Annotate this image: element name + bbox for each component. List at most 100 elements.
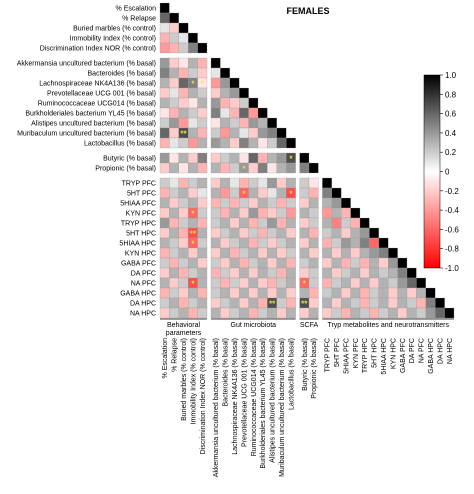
heatmap-cell (299, 152, 310, 164)
heatmap-cell (169, 227, 179, 239)
column-label: TRYP HPC (362, 338, 369, 373)
heatmap-cell (178, 257, 189, 269)
colorbar-tick-label: 1.0 (445, 71, 457, 80)
heatmap-cell (188, 307, 198, 319)
heatmap-cell (178, 287, 189, 299)
heatmap-cell (322, 297, 332, 309)
row-label: Burkholderiales bacterium YL45 (% basal) (25, 111, 156, 118)
heatmap-cell (406, 287, 417, 299)
heatmap-cell (257, 227, 268, 239)
heatmap-cell (406, 297, 417, 309)
heatmap-cell (308, 197, 319, 209)
significance-mark: * (289, 155, 293, 164)
heatmap-cell (169, 22, 179, 34)
heatmap-cell (397, 307, 408, 319)
significance-mark: ** (180, 130, 187, 139)
heatmap-cell (248, 137, 259, 149)
row-label: Akkermansia uncultured bacterium (% basa… (17, 61, 156, 68)
heatmap-cell (322, 277, 332, 289)
heatmap-cell (378, 277, 389, 289)
heatmap-cell (308, 247, 319, 259)
heatmap-cell (369, 297, 379, 309)
heatmap-cell (257, 162, 268, 174)
heatmap-cell (359, 247, 370, 259)
heatmap-cell (267, 307, 277, 319)
heatmap-cell (188, 257, 198, 269)
heatmap-cell (188, 177, 198, 189)
heatmap-cell (308, 177, 319, 189)
heatmap-cell (169, 67, 179, 79)
heatmap-cell (276, 187, 287, 199)
heatmap-cell (257, 287, 268, 299)
heatmap-cell (197, 247, 208, 259)
heatmap-cell (169, 177, 179, 189)
heatmap-cell (178, 77, 189, 89)
heatmap-cell (229, 217, 240, 229)
heatmap-cell (159, 57, 170, 69)
heatmap-cell (197, 217, 208, 229)
heatmap-cell (267, 127, 277, 139)
significance-mark: ** (190, 230, 197, 239)
heatmap-cell (188, 67, 198, 79)
heatmap-cell (220, 267, 230, 279)
heatmap-cell (229, 107, 240, 119)
heatmap-cell (159, 237, 170, 249)
heatmap-cell (169, 77, 179, 89)
heatmap-cell (210, 162, 221, 174)
heatmap-cell (248, 187, 259, 199)
heatmap-cell (322, 187, 332, 199)
heatmap-cell (267, 277, 277, 289)
heatmap-cell (322, 197, 332, 209)
heatmap-cell (197, 137, 208, 149)
heatmap-cell (220, 297, 230, 309)
heatmap-cell (369, 237, 379, 249)
column-label: Akkermansia uncultured bacterium (% basa… (213, 338, 220, 477)
heatmap-cell (239, 117, 249, 129)
heatmap-cell (350, 227, 361, 239)
heatmap-cell (257, 277, 268, 289)
heatmap-cell (341, 197, 351, 209)
heatmap-cell (210, 137, 221, 149)
heatmap-cell (197, 162, 208, 174)
heatmap-cell (229, 277, 240, 289)
column-label: GABA PFC (400, 338, 407, 373)
column-label: Lactobacillus (% basal) (288, 338, 295, 410)
heatmap-cell (308, 237, 319, 249)
heatmap-cell (239, 287, 249, 299)
heatmap-cell (229, 227, 240, 239)
heatmap-cell (210, 257, 221, 269)
heatmap-cell (286, 217, 296, 229)
heatmap-cell (276, 152, 287, 164)
heatmap-cell (188, 42, 198, 54)
heatmap-cell (308, 187, 319, 199)
heatmap-cell (229, 162, 240, 174)
heatmap-cell (267, 257, 277, 269)
heatmap-cell (210, 217, 221, 229)
heatmap-cell (359, 217, 370, 229)
heatmap-cell (159, 257, 170, 269)
heatmap-cell (197, 287, 208, 299)
heatmap-cell (197, 97, 208, 109)
heatmap-cell (276, 277, 287, 289)
column-label: 5HIAA HPC (381, 338, 388, 375)
heatmap-cell (397, 257, 408, 269)
heatmap-cell (276, 207, 287, 219)
heatmap-cell (220, 257, 230, 269)
heatmap-cell (197, 87, 208, 99)
heatmap-cell (188, 87, 198, 99)
heatmap-cell (331, 197, 342, 209)
heatmap-cell (276, 197, 287, 209)
heatmap-cell (257, 307, 268, 319)
heatmap-cell (188, 57, 198, 69)
colorbar-tick-label: 0.6 (445, 110, 457, 119)
heatmap-cell (239, 152, 249, 164)
heatmap-cell (416, 307, 426, 319)
heatmap-cell (178, 207, 189, 219)
heatmap-cell (159, 42, 170, 54)
heatmap-cell (416, 287, 426, 299)
heatmap-cell (229, 187, 240, 199)
row-labels: % Escalation % Relapse Buried marbles (% c… (17, 6, 156, 318)
significance-mark: * (191, 80, 195, 89)
